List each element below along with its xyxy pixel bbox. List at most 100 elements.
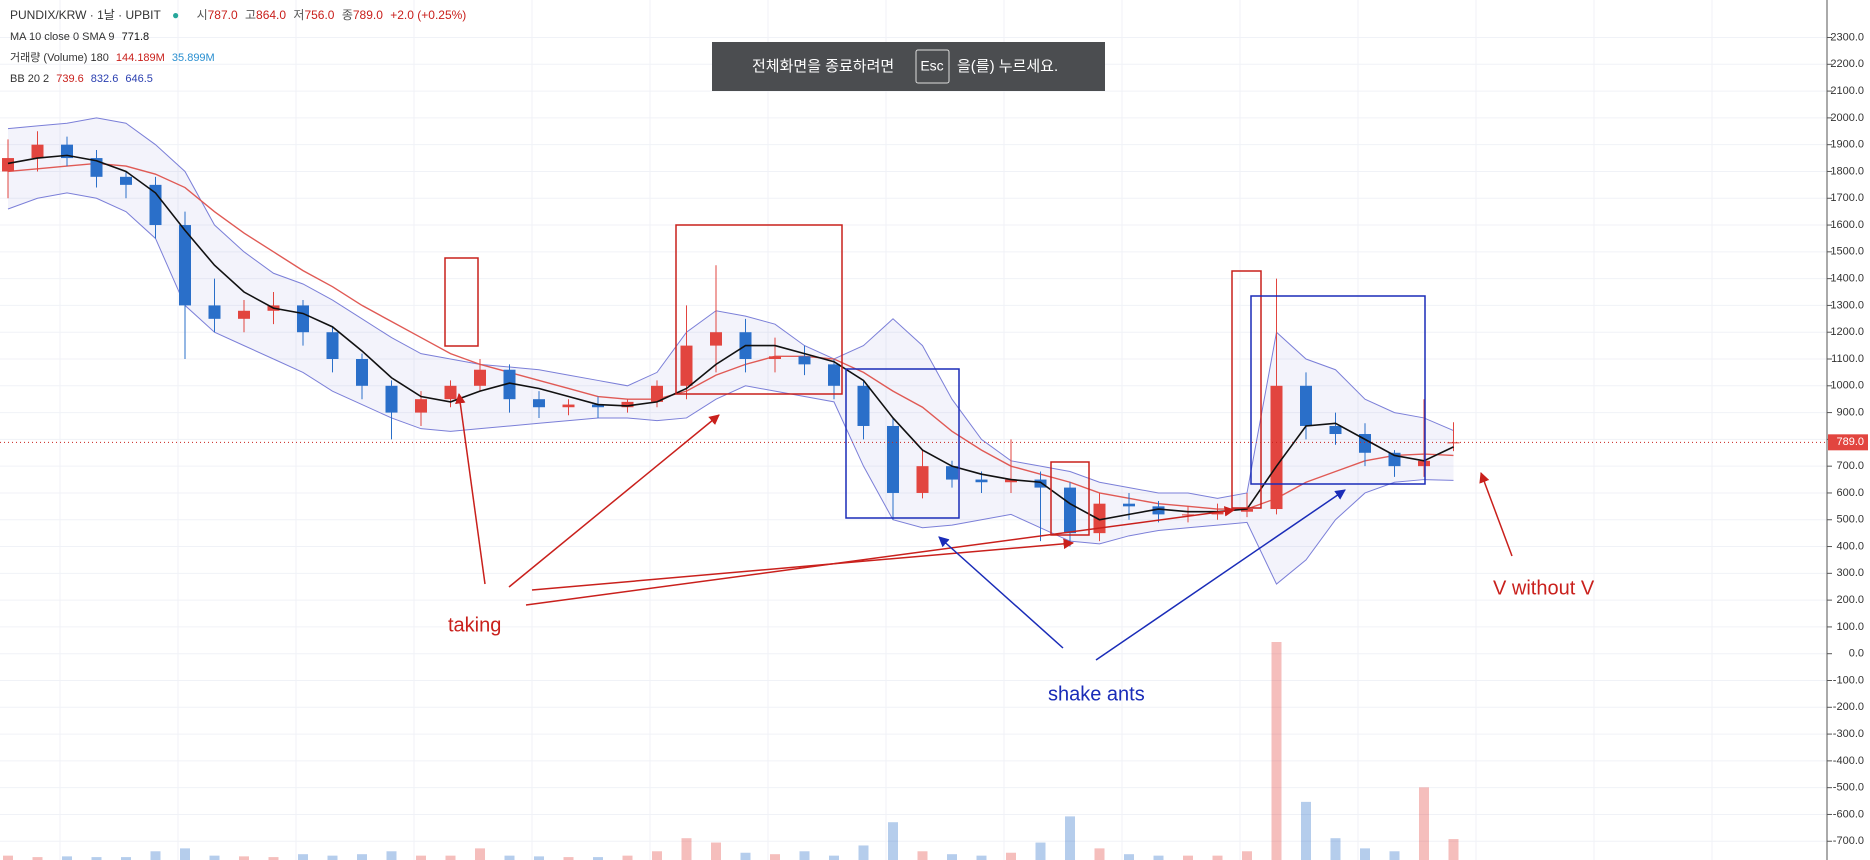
volume-bar: [1153, 855, 1164, 860]
volume-bar: [1124, 854, 1134, 860]
volume-bar: [652, 851, 662, 860]
box: [1050, 461, 1090, 536]
y-tick-label: 200.0: [1836, 594, 1864, 606]
candle-body: [297, 305, 309, 333]
arrow: [508, 414, 720, 588]
box: [444, 257, 479, 347]
y-tick-label: -600.0: [1833, 808, 1864, 820]
bb-lower-line: [7, 192, 1454, 585]
candle-body: [769, 356, 781, 360]
y-tick-label: 700.0: [1836, 460, 1864, 472]
volume-bar: [976, 855, 987, 860]
candle-body: [238, 310, 250, 319]
volume-bar: [32, 857, 43, 860]
price-axis: 2300.0 2200.0 2100.0 2000.0 1900.0 1800.0 1700…: [1827, 31, 1868, 847]
bb-upper-line: [7, 117, 1454, 499]
volume-bar: [1419, 787, 1429, 860]
y-tick-label: 2000.0: [1830, 112, 1864, 124]
ohlc-value: 756.0: [304, 8, 334, 22]
volume-bar: [1271, 642, 1282, 860]
volume-bar: [593, 857, 603, 860]
y-tick-label: 400.0: [1836, 540, 1864, 552]
y-tick-label: 0.0: [1849, 648, 1864, 660]
volume-bar: [150, 851, 161, 860]
y-tick-label: 1800.0: [1830, 165, 1864, 177]
volume-bar: [1035, 842, 1046, 860]
candle-body: [1034, 479, 1047, 488]
y-tick-label: -500.0: [1833, 782, 1864, 794]
candle-body: [120, 176, 132, 185]
volume-bar: [1360, 848, 1370, 860]
annotation-text: shake ants: [1048, 683, 1145, 705]
candle-body: [828, 364, 840, 386]
indicator-value: 739.6: [56, 73, 84, 85]
box: [845, 368, 960, 519]
toast-bg: [712, 42, 1105, 91]
plot: [0, 117, 1827, 860]
volume-bar: [3, 855, 13, 860]
candle-body: [61, 144, 73, 159]
candle-body: [208, 305, 221, 319]
volume-bar: [947, 854, 957, 860]
last-price-tag: [1828, 434, 1868, 451]
volume-bar: [268, 857, 279, 860]
indicator-value: 646.5: [125, 73, 153, 85]
volume-bar: [740, 852, 751, 860]
y-tick-label: 1700.0: [1830, 192, 1864, 204]
ohlc-label: 종: [342, 8, 353, 22]
ohlc-label: 저: [293, 8, 304, 22]
symbol: PUNDIX/KRW · 1날 · UPBIT: [10, 8, 162, 22]
candle-body: [710, 332, 722, 346]
y-tick-label: 100.0: [1836, 621, 1864, 633]
candle-body: [887, 425, 899, 493]
candle-body: [621, 401, 634, 408]
y-tick-label: -300.0: [1833, 728, 1864, 740]
candle-body: [415, 399, 427, 413]
arrow: [531, 538, 1075, 591]
volume-bar: [1212, 855, 1223, 860]
symbol-line: PUNDIX/KRW · 1날 · UPBIT ● 시787.0 고864.0 …: [10, 8, 466, 22]
candle-body: [1329, 425, 1342, 435]
arrow: [455, 392, 486, 585]
y-tick-label: 1000.0: [1830, 380, 1864, 392]
box: [1231, 270, 1262, 509]
volume-bar: [357, 854, 367, 860]
y-tick-label: 1500.0: [1830, 246, 1864, 258]
volume-bar: [416, 855, 426, 860]
y-tick-label: 1900.0: [1830, 139, 1864, 151]
volume-bar: [1006, 852, 1016, 860]
volume-bar: [888, 822, 898, 860]
candle-body: [1300, 385, 1312, 426]
candle-body: [90, 158, 103, 177]
candle-body: [1211, 511, 1224, 515]
volume-bar: [327, 855, 338, 860]
indicator-label: 거래량 (Volume) 180: [10, 51, 109, 64]
volume-bar: [475, 848, 485, 860]
candle-body: [356, 359, 368, 386]
candle-body: [680, 345, 693, 386]
candle-body: [1064, 487, 1076, 534]
volume-bar: [799, 851, 810, 860]
arrow: [1479, 472, 1513, 557]
volume-bar: [770, 854, 780, 860]
candle-body: [798, 356, 811, 365]
y-tick-label: -400.0: [1833, 755, 1864, 767]
y-tick-label: 1600.0: [1830, 219, 1864, 231]
y-tick-label: 500.0: [1836, 514, 1864, 526]
indicator-label: MA 10 close 0 SMA 9: [10, 31, 115, 43]
volume-bar: [445, 855, 456, 860]
status-dot: ●: [172, 8, 179, 22]
ohlc-value: 864.0: [256, 8, 286, 22]
volume-bar: [239, 856, 249, 860]
volume-bar: [1448, 839, 1459, 860]
candle-body: [592, 404, 604, 408]
candle-body: [1270, 385, 1283, 510]
volume-bar: [1183, 855, 1193, 860]
volume-bar: [1242, 851, 1252, 860]
candle-body: [651, 385, 663, 402]
bb-legend: BB 20 2 739.6 832.6 646.5: [10, 73, 153, 85]
volume-bar: [917, 851, 928, 860]
annotation-arrows: [455, 392, 1513, 661]
